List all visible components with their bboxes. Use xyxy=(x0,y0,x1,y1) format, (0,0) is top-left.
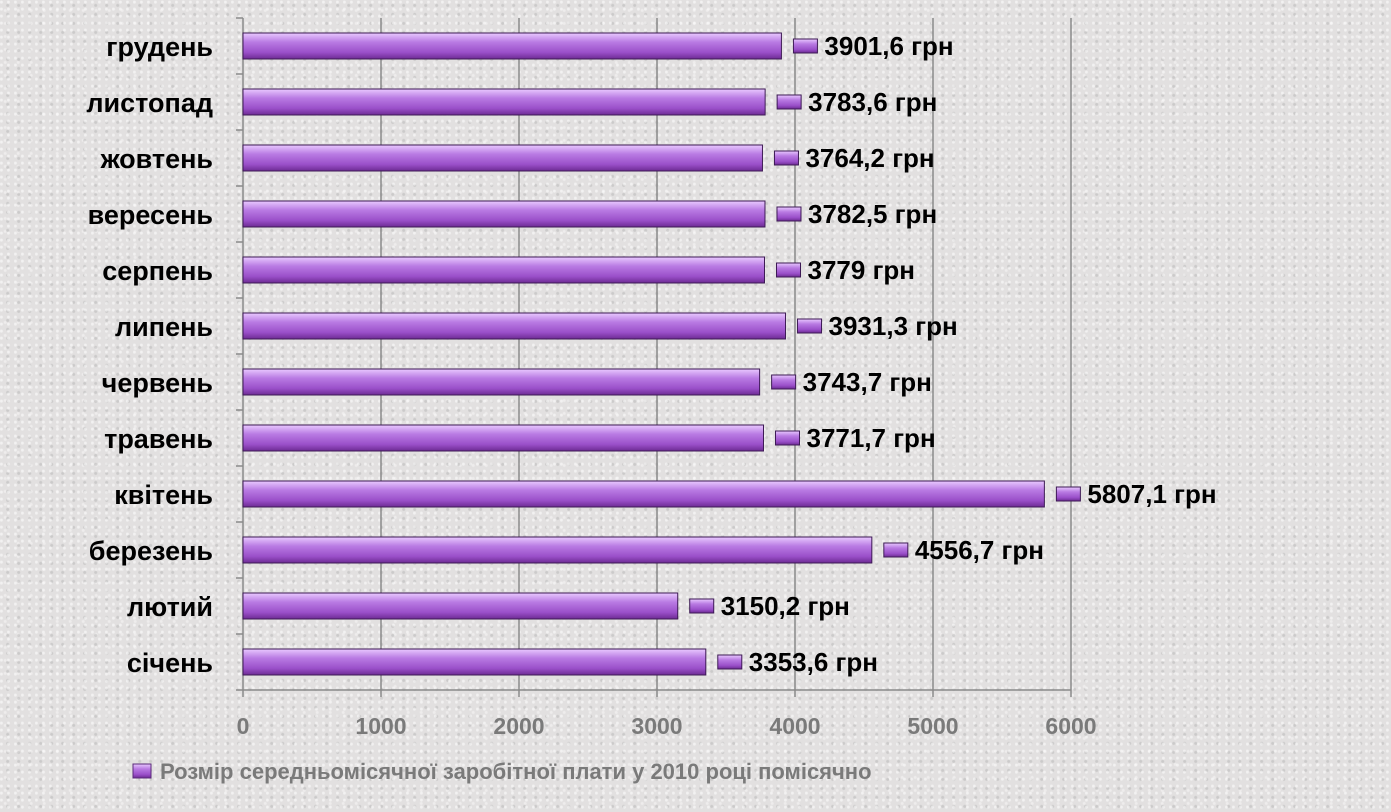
category-label: квітень xyxy=(114,480,213,510)
category-labels: січень лютий березень квітень травень червень… xyxy=(86,32,213,678)
x-tick-label: 1000 xyxy=(355,713,406,739)
bar xyxy=(242,536,873,564)
legend-key xyxy=(132,763,152,779)
data-label-key xyxy=(776,262,802,278)
category-label: грудень xyxy=(106,32,213,62)
data-label: 4556,7 грн xyxy=(915,535,1044,565)
x-tick-label: 5000 xyxy=(907,713,958,739)
data-label-key xyxy=(771,374,797,390)
category-label: жовтень xyxy=(100,144,213,174)
data-label-key xyxy=(797,318,823,334)
bars xyxy=(242,32,1045,676)
bar xyxy=(242,368,761,396)
x-tick-labels: 0 1000 2000 3000 4000 5000 6000 xyxy=(237,713,1097,739)
data-label: 3353,6 грн xyxy=(749,647,878,677)
x-tick-label: 3000 xyxy=(631,713,682,739)
data-label: 3779 грн xyxy=(808,255,915,285)
data-label: 3901,6 грн xyxy=(824,31,953,61)
category-label: листопад xyxy=(86,88,213,118)
category-label: січень xyxy=(127,648,213,678)
data-label: 3764,2 грн xyxy=(805,143,934,173)
category-label: серпень xyxy=(102,256,213,286)
axes xyxy=(236,17,1072,697)
category-label: травень xyxy=(104,424,213,454)
bar xyxy=(242,648,707,676)
data-label-key xyxy=(883,542,909,558)
legend: Розмір середньомісячної заробітної плати… xyxy=(132,759,872,784)
data-label-key xyxy=(792,38,818,54)
legend-label: Розмір середньомісячної заробітної плати… xyxy=(160,759,872,784)
data-label-key xyxy=(774,430,800,446)
x-tick-label: 2000 xyxy=(493,713,544,739)
data-label: 3783,6 грн xyxy=(808,87,937,117)
data-label: 3150,2 грн xyxy=(721,591,850,621)
data-label-key xyxy=(717,654,743,670)
data-label-key xyxy=(689,598,715,614)
bar xyxy=(242,144,763,172)
x-tick-label: 0 xyxy=(237,713,250,739)
bar xyxy=(242,480,1045,508)
data-label-key xyxy=(776,206,802,222)
bar xyxy=(242,32,782,60)
category-label: липень xyxy=(115,312,213,342)
gridlines xyxy=(380,18,1072,690)
data-label: 3771,7 грн xyxy=(806,423,935,453)
x-tick-label: 4000 xyxy=(769,713,820,739)
data-label: 5807,1 грн xyxy=(1087,479,1216,509)
data-label: 3743,7 грн xyxy=(803,367,932,397)
data-label-key xyxy=(776,94,802,110)
data-label-key xyxy=(773,150,799,166)
bar xyxy=(242,424,764,452)
data-label: 3782,5 грн xyxy=(808,199,937,229)
bar xyxy=(242,312,787,340)
bar xyxy=(242,88,766,116)
category-label: березень xyxy=(89,536,213,566)
bar xyxy=(242,256,766,284)
category-label: червень xyxy=(102,368,213,398)
data-label: 3931,3 грн xyxy=(829,311,958,341)
x-tick-label: 6000 xyxy=(1045,713,1096,739)
data-labels: 3353,6 грн 3150,2 грн 4556,7 грн 5807,1 грн… xyxy=(689,31,1217,677)
category-label: вересень xyxy=(88,200,213,230)
category-label: лютий xyxy=(127,592,213,622)
bar xyxy=(242,200,766,228)
bar xyxy=(242,592,679,620)
data-label-key xyxy=(1055,486,1081,502)
